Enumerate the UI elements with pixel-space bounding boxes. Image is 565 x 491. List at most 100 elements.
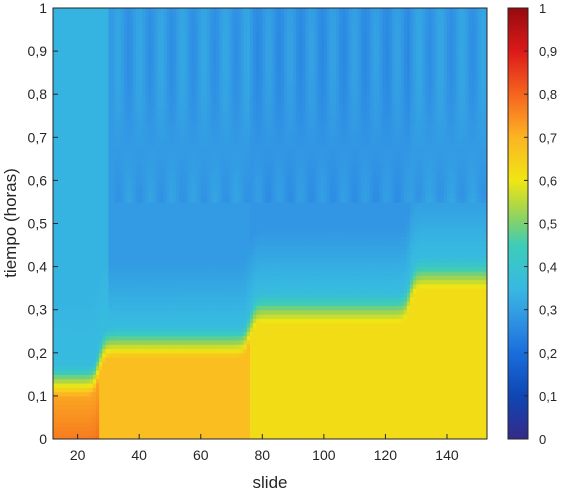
- heatmap-cell: [53, 128, 57, 134]
- heatmap-cell: [68, 55, 73, 61]
- heatmap-cell: [53, 357, 57, 363]
- heatmap-cell: [68, 33, 73, 39]
- heatmap-cell: [59, 8, 63, 13]
- heatmap-cell: [68, 158, 73, 164]
- heatmap-cell: [74, 206, 79, 212]
- heatmap-cell: [62, 227, 66, 233]
- heatmap-cell: [62, 421, 66, 427]
- heatmap-cell: [59, 154, 63, 160]
- heatmap-cell: [74, 262, 79, 268]
- heatmap-cell: [62, 339, 66, 345]
- heatmap-cell: [65, 339, 69, 345]
- heatmap-cell: [65, 400, 69, 406]
- heatmap-cell: [53, 370, 57, 375]
- heatmap-cell: [74, 370, 79, 375]
- heatmap-cell: [59, 68, 63, 74]
- heatmap-cell: [56, 55, 60, 61]
- heatmap-cell: [77, 309, 82, 315]
- heatmap-cell: [59, 46, 63, 52]
- heatmap-cell: [71, 326, 76, 332]
- heatmap-cell: [62, 154, 66, 160]
- heatmap-cell: [74, 111, 79, 117]
- heatmap-cell: [53, 249, 57, 255]
- heatmap-cell: [62, 167, 66, 173]
- heatmap-cell: [65, 426, 69, 431]
- heatmap-cell: [65, 262, 69, 268]
- heatmap-cell: [53, 279, 57, 285]
- heatmap-cell: [53, 314, 57, 319]
- heatmap-cell: [65, 85, 69, 91]
- heatmap-cell: [62, 150, 66, 156]
- heatmap-cell: [74, 426, 79, 431]
- heatmap-cell: [68, 352, 73, 358]
- heatmap-cell: [71, 38, 76, 44]
- heatmap-cell: [62, 331, 66, 337]
- heatmap-cell: [74, 430, 79, 436]
- heatmap-cell: [56, 214, 60, 220]
- heatmap-cell: [74, 68, 79, 74]
- heatmap-cell: [68, 344, 73, 350]
- heatmap-cell: [77, 163, 82, 169]
- heatmap-cell: [77, 288, 82, 294]
- heatmap-cell: [71, 434, 76, 439]
- heatmap-cell: [65, 331, 69, 337]
- heatmap-cell: [68, 400, 73, 406]
- heatmap-cell: [62, 378, 66, 384]
- heatmap-cell: [53, 434, 57, 439]
- heatmap-cell: [74, 292, 79, 298]
- heatmap-cell: [74, 245, 79, 250]
- heatmap-cell: [77, 227, 82, 233]
- heatmap-cell: [62, 322, 66, 328]
- heatmap-cell: [77, 128, 82, 134]
- heatmap-cell: [59, 348, 63, 354]
- heatmap-cell: [53, 89, 57, 95]
- heatmap-cell: [68, 197, 73, 203]
- heatmap-cell: [77, 348, 82, 354]
- heatmap-cell: [74, 279, 79, 285]
- heatmap-cell: [68, 89, 73, 95]
- heatmap-cell: [68, 240, 73, 246]
- heatmap-cell: [53, 137, 57, 143]
- heatmap-cell: [59, 210, 63, 216]
- heatmap-cell: [53, 42, 57, 48]
- heatmap-cell: [56, 283, 60, 289]
- heatmap-cell: [77, 426, 82, 431]
- heatmap-cell: [53, 145, 57, 151]
- heatmap-cell: [59, 378, 63, 384]
- heatmap-cell: [74, 391, 79, 397]
- heatmap-cell: [68, 305, 73, 311]
- heatmap-cell: [74, 94, 79, 100]
- heatmap-cell: [62, 305, 66, 311]
- heatmap-cell: [56, 64, 60, 69]
- heatmap-cell: [77, 283, 82, 289]
- heatmap-cell: [77, 102, 82, 108]
- heatmap-cell: [74, 361, 79, 367]
- heatmap-cell: [59, 124, 63, 130]
- heatmap-cell: [62, 352, 66, 358]
- heatmap-cell: [77, 184, 82, 190]
- heatmap-cell: [56, 421, 60, 427]
- heatmap-cell: [74, 137, 79, 143]
- heatmap-cell: [59, 400, 63, 406]
- heatmap-cell: [71, 85, 76, 91]
- heatmap-cell: [62, 184, 66, 190]
- heatmap-cell: [62, 391, 66, 397]
- heatmap-cell: [68, 314, 73, 319]
- heatmap-cell: [68, 120, 73, 125]
- heatmap-cell: [65, 111, 69, 117]
- heatmap-cell: [59, 253, 63, 259]
- heatmap-cell: [56, 275, 60, 281]
- heatmap-cell: [56, 180, 60, 186]
- heatmap-cell: [68, 232, 73, 238]
- heatmap-cell: [59, 51, 63, 57]
- heatmap-cell: [68, 426, 73, 431]
- heatmap-cell: [53, 283, 57, 289]
- heatmap-cell: [53, 51, 57, 57]
- heatmap-cell: [68, 163, 73, 169]
- heatmap-cell: [65, 257, 69, 263]
- heatmap-cell: [68, 408, 73, 414]
- heatmap-cell: [77, 374, 82, 380]
- heatmap-cell: [77, 214, 82, 220]
- heatmap-cell: [71, 322, 76, 328]
- heatmap-cell: [68, 64, 73, 69]
